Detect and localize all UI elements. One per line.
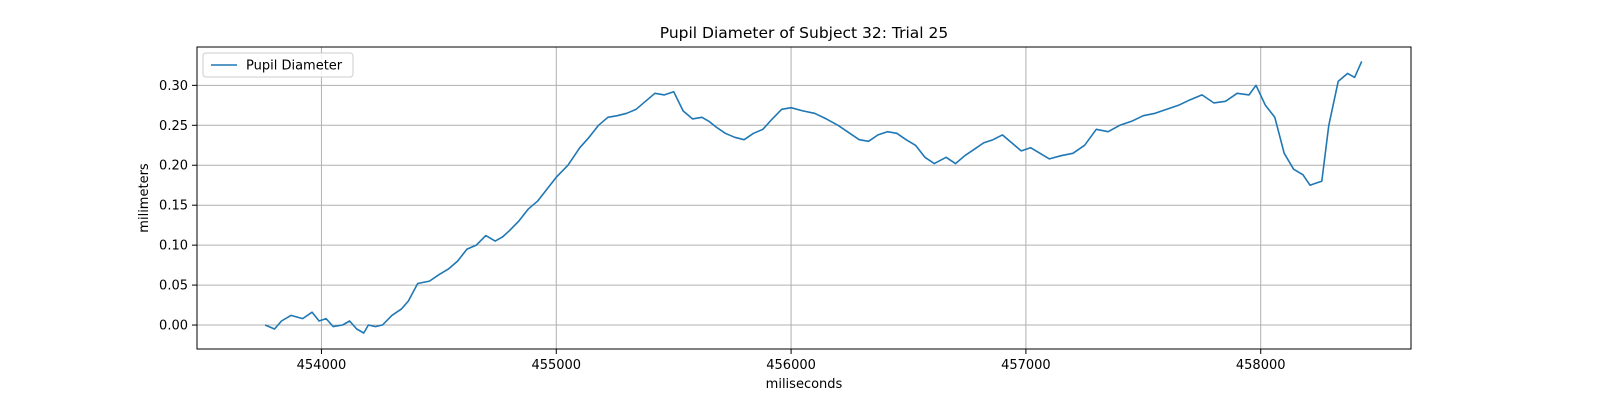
x-tick-label: 458000 [1236, 358, 1286, 373]
y-tick-label: 0.10 [159, 239, 188, 254]
y-axis-label: milimeters [137, 163, 152, 233]
y-tick-label: 0.05 [159, 279, 188, 294]
y-tick-label: 0.25 [159, 119, 188, 134]
x-tick-label: 456000 [766, 358, 816, 373]
x-tick-label: 455000 [531, 358, 581, 373]
y-tick-label: 0.00 [159, 319, 188, 334]
y-tick-label: 0.15 [159, 199, 188, 214]
series-line-pupil-diameter [264, 61, 1363, 334]
legend-box [202, 52, 354, 78]
grid [197, 47, 1411, 349]
plot-frame [196, 46, 1412, 350]
legend: Pupil Diameter [202, 52, 354, 78]
series-layer [264, 61, 1363, 334]
x-tick-label: 457000 [1001, 358, 1051, 373]
x-axis-label: miliseconds [766, 377, 843, 392]
x-tick-label: 454000 [297, 358, 347, 373]
ticks: 454000 455000 456000 457000 458000 0.00 0.05 0.… [159, 79, 1285, 373]
y-tick-label: 0.30 [159, 79, 188, 94]
chart-title: Pupil Diameter of Subject 32: Trial 25 [660, 24, 949, 42]
legend-entry-pupil-diameter: Pupil Diameter [246, 59, 343, 74]
y-tick-label: 0.20 [159, 159, 188, 174]
